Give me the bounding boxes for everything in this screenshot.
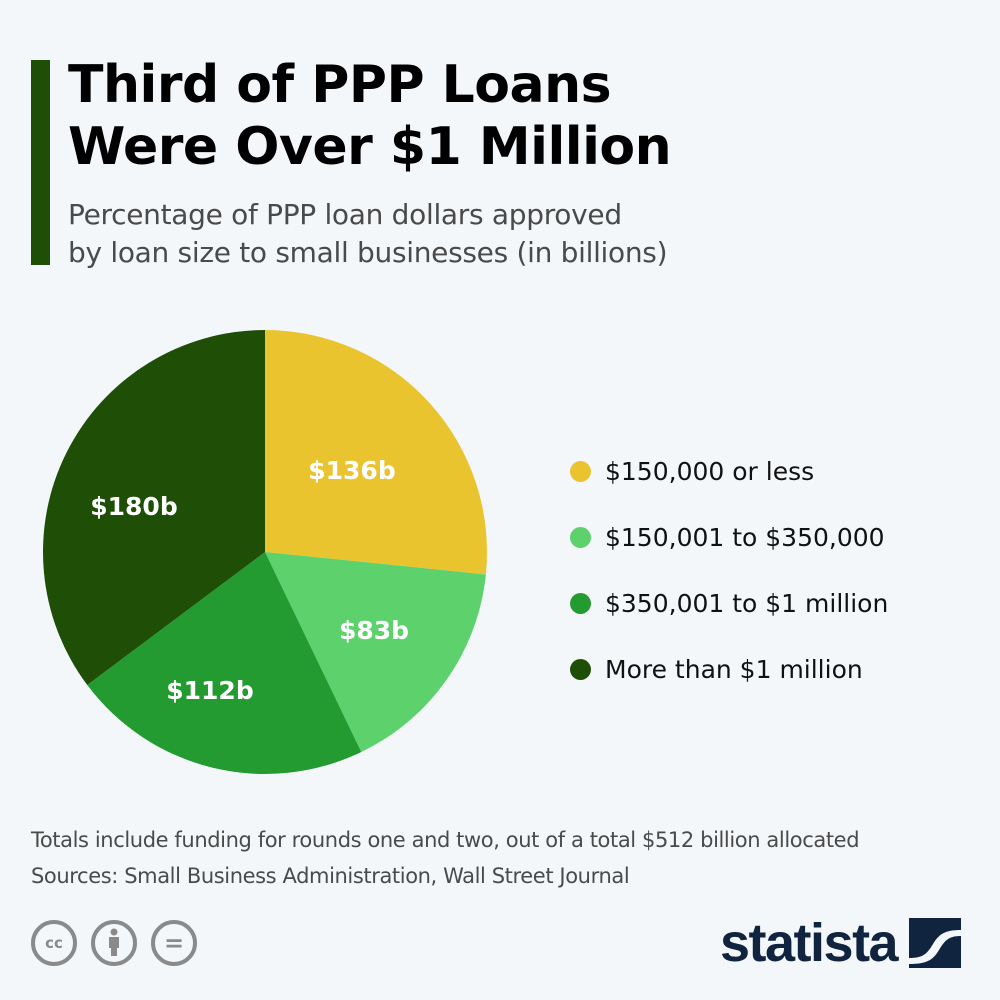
attribution-icon[interactable]: [91, 920, 137, 966]
brand-wordmark: statista: [720, 913, 899, 973]
slice-value-label: $136b: [308, 456, 395, 485]
statista-logo[interactable]: statista: [720, 912, 962, 974]
slice-value-label: $112b: [166, 676, 253, 705]
legend-swatch-icon: [570, 526, 591, 548]
chart-legend: $150,000 or less $150,001 to $350,000 $3…: [570, 438, 888, 702]
no-derivatives-icon[interactable]: =: [151, 920, 197, 966]
legend-swatch-icon: [570, 592, 591, 614]
footnote: Totals include funding for rounds one an…: [31, 828, 860, 852]
legend-item: $150,000 or less: [570, 438, 888, 504]
subtitle-line-1: Percentage of PPP loan dollars approved: [68, 198, 622, 231]
equals-glyph: =: [163, 929, 185, 957]
statista-mark-icon: [909, 918, 962, 968]
pie-slice: [265, 552, 486, 753]
legend-item: $350,001 to $1 million: [570, 570, 888, 636]
title-accent-bar: [31, 60, 50, 265]
pie-slice: [87, 552, 362, 774]
cc-glyph: cc: [45, 934, 63, 952]
legend-item: More than $1 million: [570, 636, 888, 702]
sources: Sources: Small Business Administration, …: [31, 864, 630, 888]
chart-subtitle: Percentage of PPP loan dollars approved …: [68, 196, 668, 272]
title-line-2: Were Over $1 Million: [68, 117, 672, 177]
slice-value-label: $180b: [90, 492, 177, 521]
legend-label: $150,001 to $350,000: [605, 522, 885, 552]
person-icon: [109, 928, 119, 956]
legend-swatch-icon: [570, 658, 591, 680]
subtitle-line-2: by loan size to small businesses (in bil…: [68, 236, 668, 269]
pie-slice: [265, 330, 487, 575]
legend-label: $150,000 or less: [605, 456, 815, 486]
chart-footer: Totals include funding for rounds one an…: [31, 822, 860, 894]
title-line-1: Third of PPP Loans: [68, 55, 612, 115]
slice-value-label: $83b: [339, 616, 409, 645]
legend-label: More than $1 million: [605, 654, 863, 684]
pie-slice: [43, 330, 266, 686]
legend-swatch-icon: [570, 460, 591, 482]
legend-label: $350,001 to $1 million: [605, 588, 889, 618]
creative-commons-icon[interactable]: cc: [31, 920, 77, 966]
chart-title: Third of PPP Loans Were Over $1 Million: [68, 54, 672, 178]
legend-item: $150,001 to $350,000: [570, 504, 888, 570]
